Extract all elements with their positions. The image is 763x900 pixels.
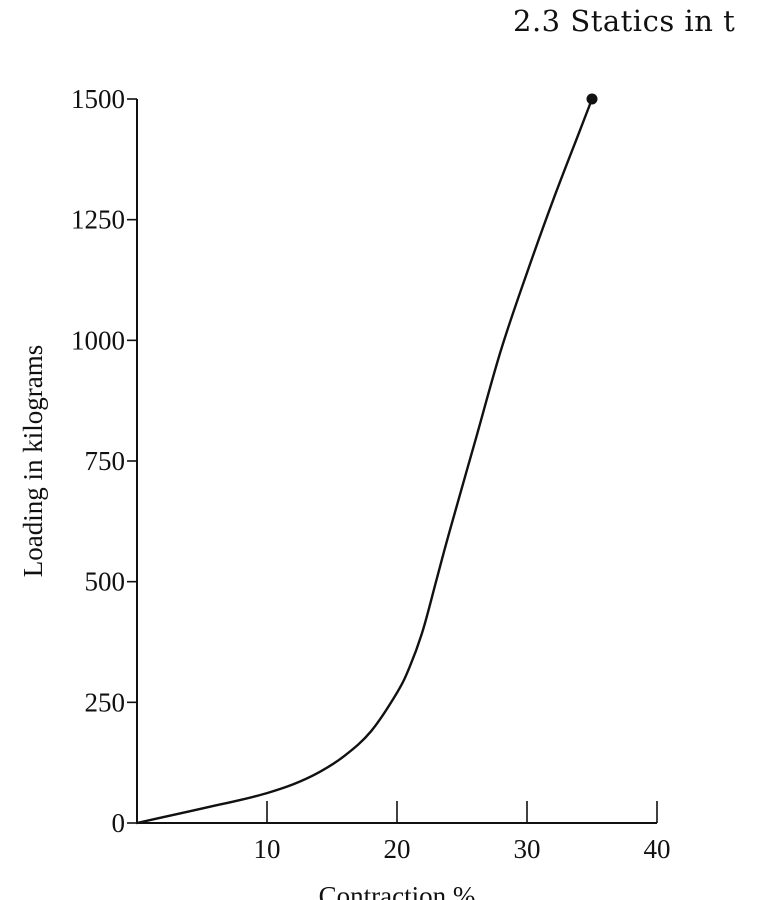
running-head: 2.3 Statics in t — [513, 4, 736, 38]
x-axis-label: Contraction % — [319, 881, 476, 900]
y-tick-label: 1250 — [71, 205, 125, 235]
y-tick-label: 250 — [85, 687, 126, 717]
data-point-endpoint — [586, 93, 598, 105]
series-line — [135, 97, 594, 825]
x-tick-label: 10 — [254, 834, 281, 864]
x-ticks: 10 20 30 40 — [254, 801, 671, 864]
y-tick-label: 750 — [85, 446, 126, 476]
x-tick-label: 30 — [514, 834, 541, 864]
y-ticks: 0 250 500 750 1000 1250 1500 — [71, 84, 137, 838]
y-tick-label: 1500 — [71, 84, 125, 114]
x-tick-label: 20 — [384, 834, 411, 864]
y-tick-label: 0 — [112, 808, 126, 838]
x-tick-label: 40 — [644, 834, 671, 864]
plot-area: 0 250 500 750 1000 1250 1500 10 20 30 40 — [71, 84, 671, 864]
y-tick-label: 500 — [85, 567, 126, 597]
y-axis-label: Loading in kilograms — [18, 345, 48, 577]
y-tick-label: 1000 — [71, 325, 125, 355]
